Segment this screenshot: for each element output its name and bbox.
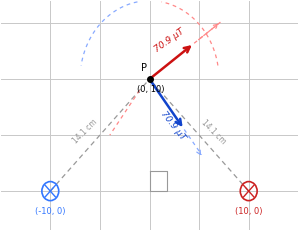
Text: 70.9 μT: 70.9 μT [153,27,186,54]
Text: (10, 0): (10, 0) [235,207,263,216]
Text: 14.1 cm: 14.1 cm [200,118,228,146]
Text: (-10, 0): (-10, 0) [35,207,65,216]
Text: 70.9 μT: 70.9 μT [159,109,188,142]
Text: (0, 10): (0, 10) [137,85,164,94]
Text: 14.1 cm: 14.1 cm [71,118,99,146]
Text: P: P [141,64,147,73]
